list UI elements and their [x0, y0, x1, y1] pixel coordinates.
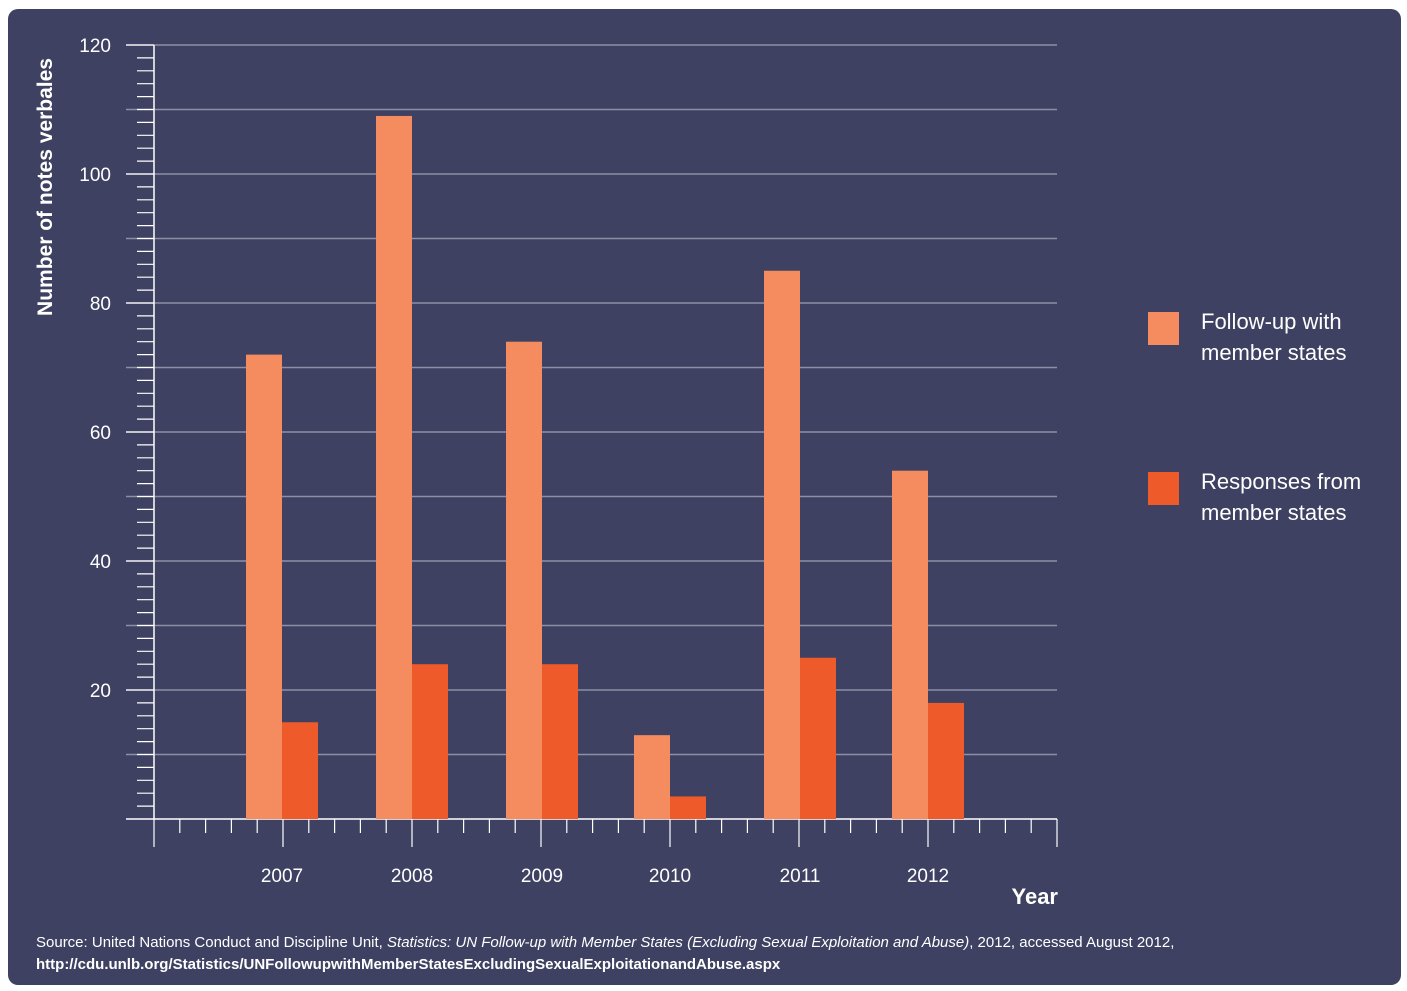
bar-responses-2009 [542, 664, 578, 819]
x-tick-label: 2008 [391, 866, 433, 887]
bar-responses-2011 [800, 657, 836, 819]
source-suffix: , 2012, accessed August 2012, [969, 934, 1175, 951]
legend-swatch [1148, 312, 1179, 345]
source-prefix: Source: United Nations Conduct and Disci… [36, 934, 388, 951]
x-tick-label: 2010 [649, 866, 691, 887]
bar-responses-2010 [670, 796, 706, 819]
y-tick-label: 60 [90, 423, 111, 444]
x-tick-label: 2007 [261, 866, 303, 887]
bar-follow-up-2012 [892, 470, 928, 819]
bar-responses-2008 [412, 664, 448, 819]
bar-responses-2007 [282, 722, 318, 819]
bar-follow-up-2011 [764, 270, 800, 819]
x-tick-label: 2011 [780, 866, 821, 887]
y-tick-label: 80 [90, 294, 111, 315]
y-tick-label: 100 [79, 165, 111, 186]
legend-swatch [1148, 472, 1179, 505]
x-tick-label: 2009 [521, 866, 563, 887]
source-url: http://cdu.unlb.org/Statistics/UNFollowu… [36, 956, 781, 973]
y-tick-label: 120 [79, 36, 111, 57]
x-axis-title: Year [1012, 884, 1059, 909]
source-note: Source: United Nations Conduct and Disci… [36, 932, 1386, 976]
x-tick-label: 2012 [907, 866, 949, 887]
legend-label: member states [1201, 500, 1347, 525]
y-axis-title: Number of notes verbales [34, 58, 57, 316]
legend-label: member states [1201, 340, 1347, 365]
bar-responses-2012 [928, 702, 964, 819]
bar-follow-up-2009 [506, 341, 542, 819]
bar-follow-up-2008 [376, 115, 412, 819]
y-tick-label: 20 [90, 681, 111, 702]
bar-follow-up-2010 [634, 735, 670, 819]
y-tick-label: 40 [90, 552, 111, 573]
bar-follow-up-2007 [246, 354, 282, 819]
legend-label: Follow-up with [1201, 309, 1342, 334]
source-title: Statistics: UN Follow-up with Member Sta… [387, 934, 970, 951]
legend-label: Responses from [1201, 469, 1361, 494]
